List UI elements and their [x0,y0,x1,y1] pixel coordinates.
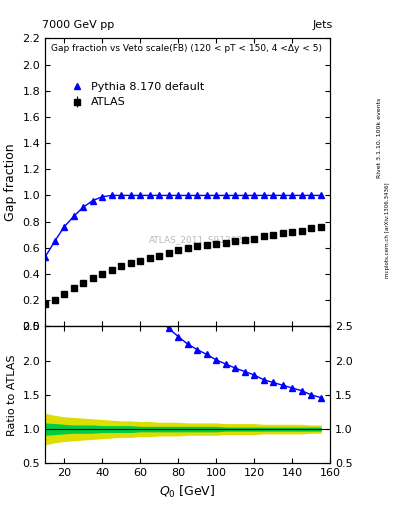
Pythia 8.170 default [299,193,304,199]
X-axis label: $Q_0$ [GeV]: $Q_0$ [GeV] [160,484,216,500]
Pythia 8.170 default [72,214,76,220]
Pythia 8.170 default [52,238,57,244]
Pythia 8.170 default [318,193,323,199]
Pythia 8.170 default [280,193,285,199]
Text: ATLAS_2011_S9126244: ATLAS_2011_S9126244 [149,236,255,244]
Pythia 8.170 default [223,193,228,199]
Pythia 8.170 default [252,193,257,199]
Pythia 8.170 default [119,193,123,199]
Pythia 8.170 default [214,193,219,199]
Text: Rivet 3.1.10, 100k events: Rivet 3.1.10, 100k events [377,98,382,178]
Pythia 8.170 default [138,193,143,199]
Pythia 8.170 default [195,193,200,199]
Line: Pythia 8.170 default: Pythia 8.170 default [42,193,323,260]
Pythia 8.170 default [90,198,95,204]
Pythia 8.170 default [261,193,266,199]
Text: 7000 GeV pp: 7000 GeV pp [42,20,115,30]
Pythia 8.170 default [100,194,105,200]
Text: Jets: Jets [313,20,333,30]
Legend: Pythia 8.170 default, ATLAS: Pythia 8.170 default, ATLAS [65,78,207,111]
Pythia 8.170 default [157,193,162,199]
Y-axis label: Ratio to ATLAS: Ratio to ATLAS [7,354,17,436]
Pythia 8.170 default [204,193,209,199]
Pythia 8.170 default [109,193,114,199]
Y-axis label: Gap fraction: Gap fraction [4,143,17,221]
Pythia 8.170 default [271,193,275,199]
Pythia 8.170 default [129,193,133,199]
Pythia 8.170 default [176,193,180,199]
Pythia 8.170 default [290,193,294,199]
Pythia 8.170 default [147,193,152,199]
Text: mcplots.cern.ch [arXiv:1306.3436]: mcplots.cern.ch [arXiv:1306.3436] [385,183,389,278]
Pythia 8.170 default [62,224,66,230]
Pythia 8.170 default [43,254,48,260]
Text: Gap fraction vs Veto scale(FB) (120 < pT < 150, 4 <Δy < 5): Gap fraction vs Veto scale(FB) (120 < pT… [51,44,322,53]
Pythia 8.170 default [81,204,86,210]
Pythia 8.170 default [185,193,190,199]
Pythia 8.170 default [242,193,247,199]
Pythia 8.170 default [309,193,314,199]
Pythia 8.170 default [166,193,171,199]
Pythia 8.170 default [233,193,237,199]
